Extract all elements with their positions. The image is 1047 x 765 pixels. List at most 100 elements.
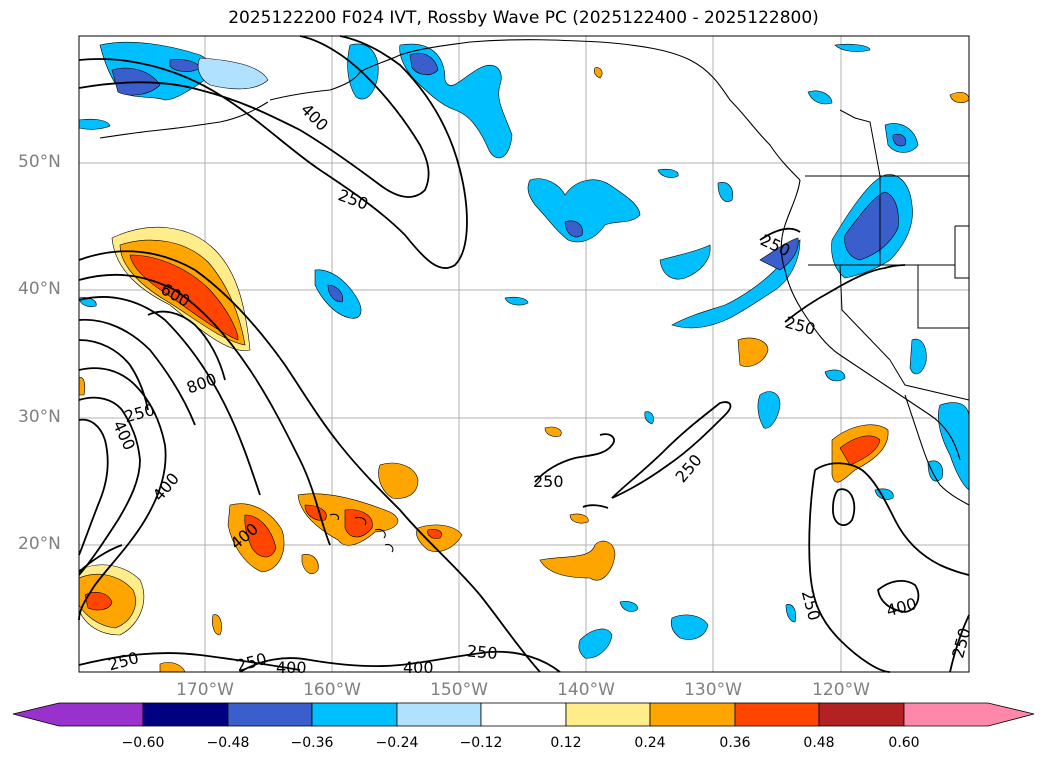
lon-label: 150°W — [430, 680, 488, 700]
borders — [805, 109, 970, 401]
anomaly-region — [301, 554, 319, 574]
contour-line — [78, 273, 331, 546]
colorbar-extend-low — [12, 702, 144, 727]
contour-line — [78, 652, 301, 671]
anomaly-region — [619, 601, 638, 612]
alaska-coast — [269, 39, 801, 181]
anomaly-region — [327, 284, 343, 303]
colorbar-segment — [480, 702, 567, 727]
contour-line — [78, 296, 261, 496]
contour-line — [759, 227, 801, 241]
chart-title: 2025122200 F024 IVT, Rossby Wave PC (202… — [228, 8, 819, 28]
contour-labels: 400 250 250 250 600 800 250 400 400 400 … — [106, 100, 974, 677]
contour-line — [808, 469, 891, 673]
anomaly-region — [717, 182, 733, 202]
anomaly-region — [427, 529, 442, 539]
contour-line — [877, 579, 920, 613]
anomaly-region — [409, 52, 439, 76]
anomaly-region — [938, 402, 970, 491]
colorbar-segment — [227, 702, 313, 727]
colorbar-segment — [649, 702, 736, 727]
gridlines — [79, 36, 969, 672]
colorbar-tick-label: −0.12 — [459, 735, 503, 751]
baja-coast — [904, 394, 970, 506]
colorbar-tick-label: −0.36 — [290, 735, 334, 751]
colorbar-segment — [396, 702, 482, 727]
lat-label: 50°N — [18, 152, 61, 172]
colorbar-segment — [565, 702, 651, 727]
anomaly-region — [564, 220, 583, 238]
anomaly-region — [544, 426, 562, 437]
anomaly-region — [78, 118, 111, 130]
colorbar-segment — [311, 702, 398, 727]
contour-line — [949, 614, 970, 673]
lat-label: 40°N — [18, 279, 61, 299]
colorbar-extend-high — [903, 702, 1035, 727]
anomaly-region — [527, 178, 641, 243]
anomaly-region — [347, 43, 379, 100]
lon-label: 140°W — [557, 680, 615, 700]
anomaly-region — [78, 377, 86, 396]
contour-line — [534, 433, 615, 483]
anomaly-region — [504, 296, 529, 306]
anomaly-region — [839, 435, 881, 466]
contour-line — [78, 418, 109, 556]
lon-label: 130°W — [684, 680, 742, 700]
contour-line — [78, 250, 541, 673]
colorbar-segment — [142, 702, 229, 727]
lat-label: 20°N — [18, 534, 61, 554]
colorbar-tick-label: 0.48 — [803, 735, 835, 751]
colorbar-tick-label: 0.60 — [888, 735, 920, 751]
colorbar-tick-label: −0.60 — [121, 735, 165, 751]
lon-label: 170°W — [176, 680, 234, 700]
anomaly-region — [671, 239, 801, 329]
hawaii-islands — [329, 513, 394, 553]
lat-label: 30°N — [18, 407, 61, 427]
colorbar-tick-label: 0.36 — [719, 735, 751, 751]
anomaly-region — [644, 411, 654, 425]
anomaly-region — [757, 391, 781, 429]
anomaly-region — [593, 67, 603, 79]
contour-label: 400 — [403, 658, 434, 677]
colorbar-segment — [734, 702, 820, 727]
negative-anomaly-shading — [78, 41, 970, 659]
anomaly-region — [659, 244, 711, 280]
anomaly-region — [892, 133, 907, 147]
colorbar-tick-label: −0.48 — [206, 735, 250, 751]
lon-label: 160°W — [303, 680, 361, 700]
contour-line — [582, 504, 609, 509]
anomaly-region — [197, 57, 269, 90]
colorbar — [12, 702, 1035, 727]
anomaly-region — [657, 168, 679, 178]
colorbar-tick-label: 0.12 — [550, 735, 582, 751]
anomaly-region — [844, 191, 899, 261]
contour-line — [78, 367, 167, 621]
anomaly-region — [578, 628, 613, 659]
contour-line — [239, 650, 561, 673]
lon-label: 120°W — [812, 680, 870, 700]
contour-line — [784, 264, 906, 323]
anomaly-region — [737, 337, 769, 367]
anomaly-region — [909, 338, 927, 375]
anomaly-region — [670, 614, 709, 640]
contour-line — [611, 401, 732, 499]
colorbar-segment — [818, 702, 905, 727]
colorbar-tick-label: 0.24 — [634, 735, 666, 751]
ivt-contours — [78, 35, 970, 673]
contour-label: 400 — [276, 658, 307, 677]
contour-line — [814, 462, 970, 576]
anomaly-region — [927, 460, 943, 482]
anomaly-region — [824, 369, 846, 382]
positive-anomaly-shading — [78, 67, 970, 673]
contour-label: 250 — [466, 641, 498, 663]
anomaly-region — [378, 462, 419, 499]
anomaly-region — [539, 540, 616, 581]
anomaly-region — [834, 43, 871, 52]
colorbar-tick-label: −0.24 — [375, 735, 419, 751]
contour-line — [832, 488, 856, 526]
contour-label: 250 — [533, 472, 564, 491]
anomaly-region — [244, 514, 277, 558]
contour-line — [147, 310, 226, 381]
contour-line — [78, 35, 430, 198]
contour-line — [78, 544, 123, 573]
